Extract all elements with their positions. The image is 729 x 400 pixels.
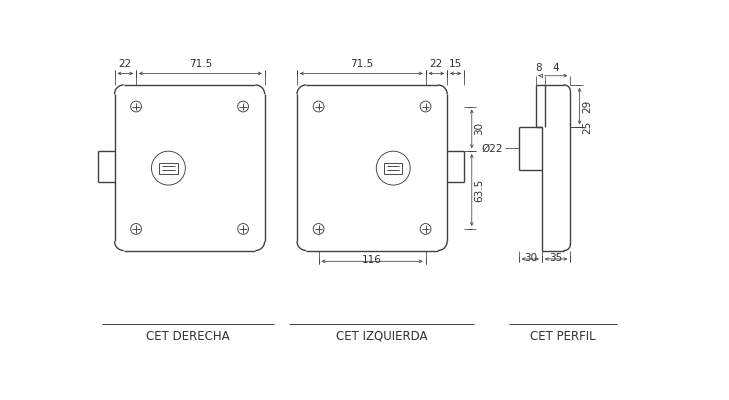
Text: 116: 116 <box>362 255 382 265</box>
Text: CET PERFIL: CET PERFIL <box>530 330 596 343</box>
Text: 30: 30 <box>523 253 537 263</box>
Text: CET DERECHA: CET DERECHA <box>147 330 230 343</box>
Text: 25: 25 <box>582 121 592 134</box>
Text: 4: 4 <box>553 64 559 74</box>
Text: CET IZQUIERDA: CET IZQUIERDA <box>336 330 427 343</box>
Text: 29: 29 <box>582 100 592 113</box>
Text: 35: 35 <box>550 253 563 263</box>
Text: 71.5: 71.5 <box>189 59 212 69</box>
Bar <box>159 163 178 174</box>
Text: 71.5: 71.5 <box>350 59 373 69</box>
Text: 22: 22 <box>119 59 132 69</box>
Text: 63.5: 63.5 <box>474 178 484 202</box>
Text: 22: 22 <box>429 59 443 69</box>
Text: 15: 15 <box>449 59 462 69</box>
Text: 8: 8 <box>536 64 542 74</box>
Text: Ø22: Ø22 <box>482 144 503 154</box>
Text: 30: 30 <box>474 122 484 136</box>
Bar <box>384 163 402 174</box>
